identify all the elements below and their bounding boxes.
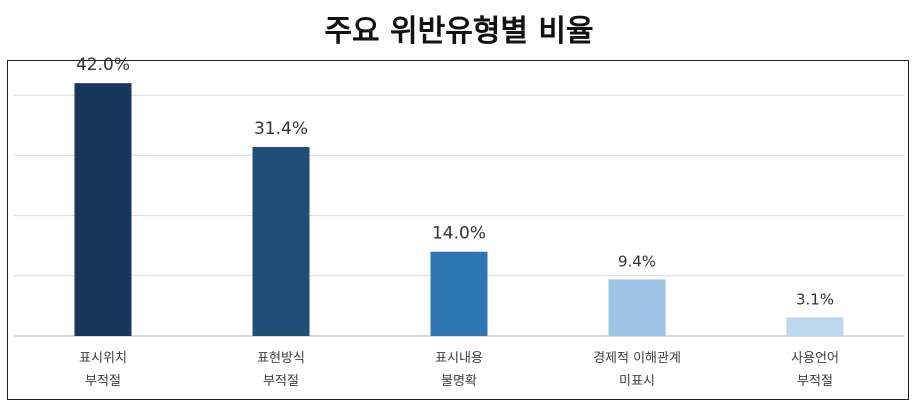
- data-label-3: 14.0%: [432, 224, 486, 244]
- chart-title: 주요 위반유형별 비율: [324, 14, 594, 49]
- category-label-5-line-1: 사용언어: [791, 351, 839, 366]
- category-label-3-line-2: 불명확: [441, 374, 477, 389]
- category-label-2-line-2: 부적절: [263, 374, 299, 389]
- data-label-2: 31.4%: [254, 119, 308, 139]
- data-label-5: 3.1%: [796, 290, 834, 308]
- data-label-4: 9.4%: [618, 252, 656, 270]
- bar-4: [608, 279, 666, 336]
- category-label-5-line-2: 부적절: [797, 374, 833, 389]
- category-label-4-line-2: 미표시: [619, 374, 655, 389]
- category-label-3-line-1: 표시내용: [435, 351, 483, 366]
- bar-3: [430, 251, 488, 336]
- bar-2: [252, 146, 310, 336]
- bar-5: [786, 317, 844, 336]
- category-label-1-line-1: 표시위치: [79, 351, 127, 366]
- category-label-2-line-1: 표현방식: [257, 351, 305, 366]
- chart-frame: [7, 60, 909, 400]
- data-label-1: 42.0%: [76, 55, 130, 75]
- bar-1: [74, 83, 132, 336]
- category-label-1-line-2: 부적절: [85, 374, 121, 389]
- category-label-4-line-1: 경제적 이해관계: [593, 351, 681, 366]
